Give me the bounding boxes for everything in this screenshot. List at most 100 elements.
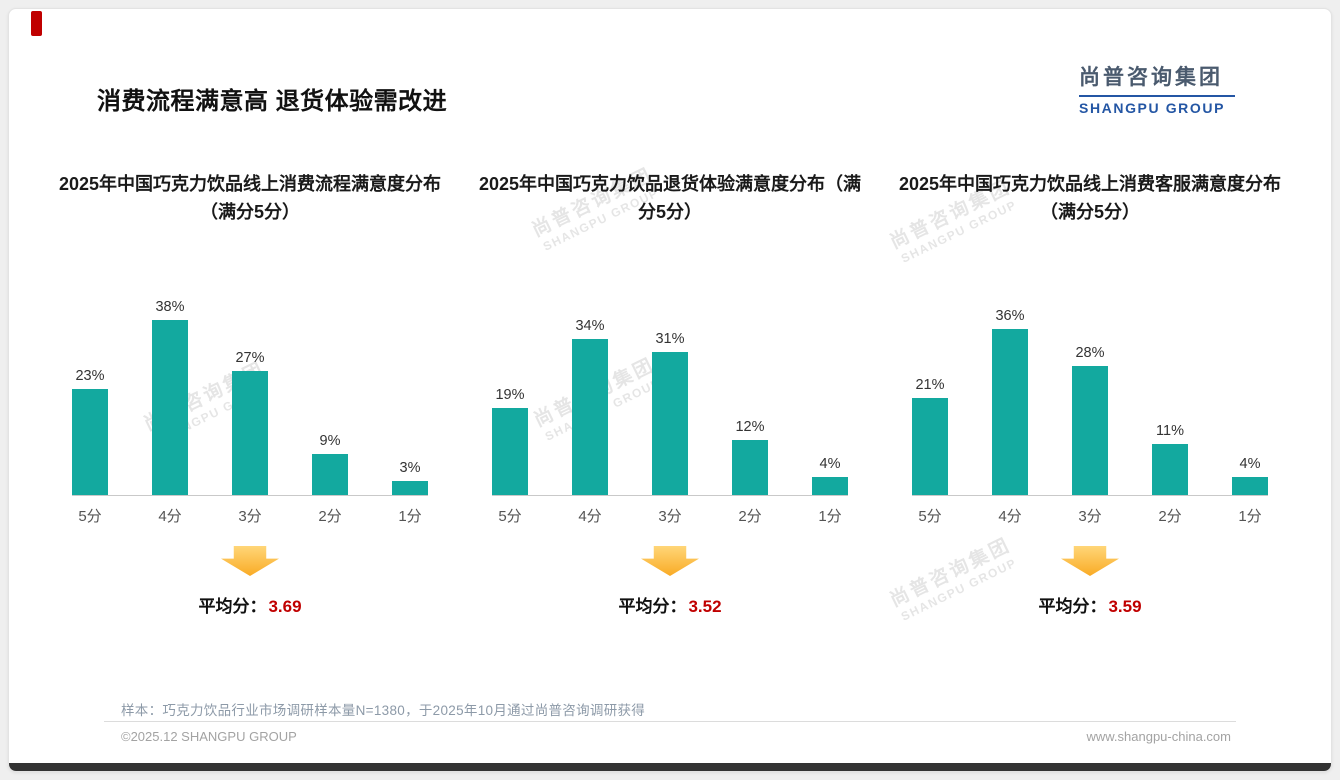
sample-footnote: 样本：巧克力饮品行业市场调研样本量N=1380，于2025年10月通过尚普咨询调… <box>121 703 646 718</box>
average-label: 平均分： <box>618 597 687 616</box>
logo-divider <box>1079 95 1235 97</box>
footer-divider <box>104 721 1236 722</box>
bar <box>572 339 608 495</box>
website-url: www.shangpu-china.com <box>1086 729 1231 744</box>
bar-group-2分: 9% <box>312 433 348 495</box>
bar-group-2分: 11% <box>1152 423 1188 495</box>
bar <box>812 477 848 495</box>
company-logo: 尚普咨询集团 SHANGPU GROUP <box>1079 61 1235 116</box>
x-tick-label: 2分 <box>318 508 342 525</box>
bar <box>992 329 1028 495</box>
bar <box>652 352 688 495</box>
bar-group-3分: 27% <box>232 350 268 495</box>
bar-value-label: 23% <box>75 368 105 384</box>
x-tick-label: 4分 <box>578 508 602 525</box>
average-score: 平均分： 3.59 <box>887 592 1293 617</box>
bar <box>232 371 268 495</box>
average-label: 平均分： <box>198 597 267 616</box>
bar-value-label: 21% <box>915 377 945 393</box>
bar-group-3分: 31% <box>652 331 688 495</box>
bar <box>912 398 948 495</box>
charts-row: 2025年中国巧克力饮品线上消费流程满意度分布（满分5分） 23% 38% 27% 9%… <box>47 171 1293 617</box>
bar <box>1072 366 1108 495</box>
bar <box>492 408 528 495</box>
x-tick-label: 5分 <box>498 508 522 525</box>
x-axis-line <box>912 495 1268 496</box>
bar <box>72 389 108 495</box>
x-tick-label: 4分 <box>158 508 182 525</box>
bar-group-5分: 19% <box>492 387 528 495</box>
bars: 21% 36% 28% 11% 4% <box>912 247 1268 495</box>
slide-card: 消费流程满意高 退货体验需改进 尚普咨询集团 SHANGPU GROUP 202… <box>8 8 1332 772</box>
chart-title: 2025年中国巧克力饮品线上消费客服满意度分布（满分5分） <box>898 174 1282 222</box>
average-value: 3.59 <box>1108 597 1142 616</box>
bar <box>392 481 428 495</box>
bar-value-label: 11% <box>1156 423 1184 439</box>
x-tick-label: 3分 <box>1078 508 1102 525</box>
x-tick-label: 3分 <box>238 508 262 525</box>
chart-3: 2025年中国巧克力饮品线上消费客服满意度分布（满分5分） 21% 36% 28% 11… <box>887 171 1293 617</box>
x-axis-labels: 5分 4分 3分 2分 1分 <box>72 505 428 526</box>
bars: 19% 34% 31% 12% 4% <box>492 247 848 495</box>
average-value: 3.69 <box>268 597 302 616</box>
chart-title: 2025年中国巧克力饮品退货体验满意度分布（满分5分） <box>478 174 862 222</box>
bar-group-3分: 28% <box>1072 345 1108 495</box>
red-accent-mark <box>31 11 42 36</box>
average-value: 3.52 <box>688 597 722 616</box>
average-label: 平均分： <box>1038 597 1107 616</box>
x-tick-label: 1分 <box>398 508 422 525</box>
bar-group-4分: 38% <box>152 299 188 495</box>
x-tick-label: 1分 <box>818 508 842 525</box>
bar-plot: 21% 36% 28% 11% 4% 5分 4分 3分 2分 1分 <box>898 247 1282 526</box>
bars: 23% 38% 27% 9% 3% <box>72 247 428 495</box>
down-arrow-icon <box>1061 546 1119 576</box>
chart-2: 2025年中国巧克力饮品退货体验满意度分布（满分5分） 19% 34% 31% 12% 4… <box>467 171 873 617</box>
x-axis-line <box>72 495 428 496</box>
bar-group-5分: 23% <box>72 368 108 495</box>
down-arrow-icon <box>641 546 699 576</box>
bar-value-label: 4% <box>1239 456 1261 472</box>
bar-plot: 23% 38% 27% 9% 3% 5分 4分 3分 2分 1分 <box>58 247 442 526</box>
down-arrow-icon <box>221 546 279 576</box>
x-tick-label: 5分 <box>918 508 942 525</box>
bar-group-2分: 12% <box>732 419 768 495</box>
bottom-strip <box>9 763 1331 771</box>
x-tick-label: 2分 <box>738 508 762 525</box>
bar-group-4分: 36% <box>992 308 1028 495</box>
bar-value-label: 9% <box>319 433 341 449</box>
bar-value-label: 36% <box>995 308 1025 324</box>
bar-value-label: 34% <box>575 318 605 334</box>
x-axis-labels: 5分 4分 3分 2分 1分 <box>912 505 1268 526</box>
bar-group-4分: 34% <box>572 318 608 495</box>
bar-group-5分: 21% <box>912 377 948 495</box>
x-tick-label: 2分 <box>1158 508 1182 525</box>
chart-1: 2025年中国巧克力饮品线上消费流程满意度分布（满分5分） 23% 38% 27% 9%… <box>47 171 453 617</box>
copyright-text: ©2025.12 SHANGPU GROUP <box>121 729 297 744</box>
average-score: 平均分： 3.52 <box>467 592 873 617</box>
bar-plot: 19% 34% 31% 12% 4% 5分 4分 3分 2分 1分 <box>478 247 862 526</box>
bar-value-label: 31% <box>655 331 685 347</box>
x-axis-line <box>492 495 848 496</box>
logo-english-text: SHANGPU GROUP <box>1079 100 1226 116</box>
bar-group-1分: 4% <box>812 456 848 495</box>
x-tick-label: 4分 <box>998 508 1022 525</box>
bar <box>1152 444 1188 495</box>
page-title: 消费流程满意高 退货体验需改进 <box>97 88 448 115</box>
average-score: 平均分： 3.69 <box>47 592 453 617</box>
bar-value-label: 12% <box>735 419 765 435</box>
x-tick-label: 3分 <box>658 508 682 525</box>
bar <box>312 454 348 495</box>
footer: ©2025.12 SHANGPU GROUP www.shangpu-china… <box>121 729 1231 744</box>
bar-value-label: 3% <box>399 460 421 476</box>
bar-value-label: 28% <box>1075 345 1105 361</box>
bar-group-1分: 4% <box>1232 456 1268 495</box>
x-tick-label: 1分 <box>1238 508 1262 525</box>
chart-title: 2025年中国巧克力饮品线上消费流程满意度分布（满分5分） <box>58 174 442 222</box>
bar-group-1分: 3% <box>392 460 428 495</box>
bar-value-label: 38% <box>155 299 185 315</box>
bar <box>732 440 768 495</box>
x-axis-labels: 5分 4分 3分 2分 1分 <box>492 505 848 526</box>
bar-value-label: 19% <box>495 387 525 403</box>
bar-value-label: 4% <box>819 456 841 472</box>
bar <box>1232 477 1268 495</box>
